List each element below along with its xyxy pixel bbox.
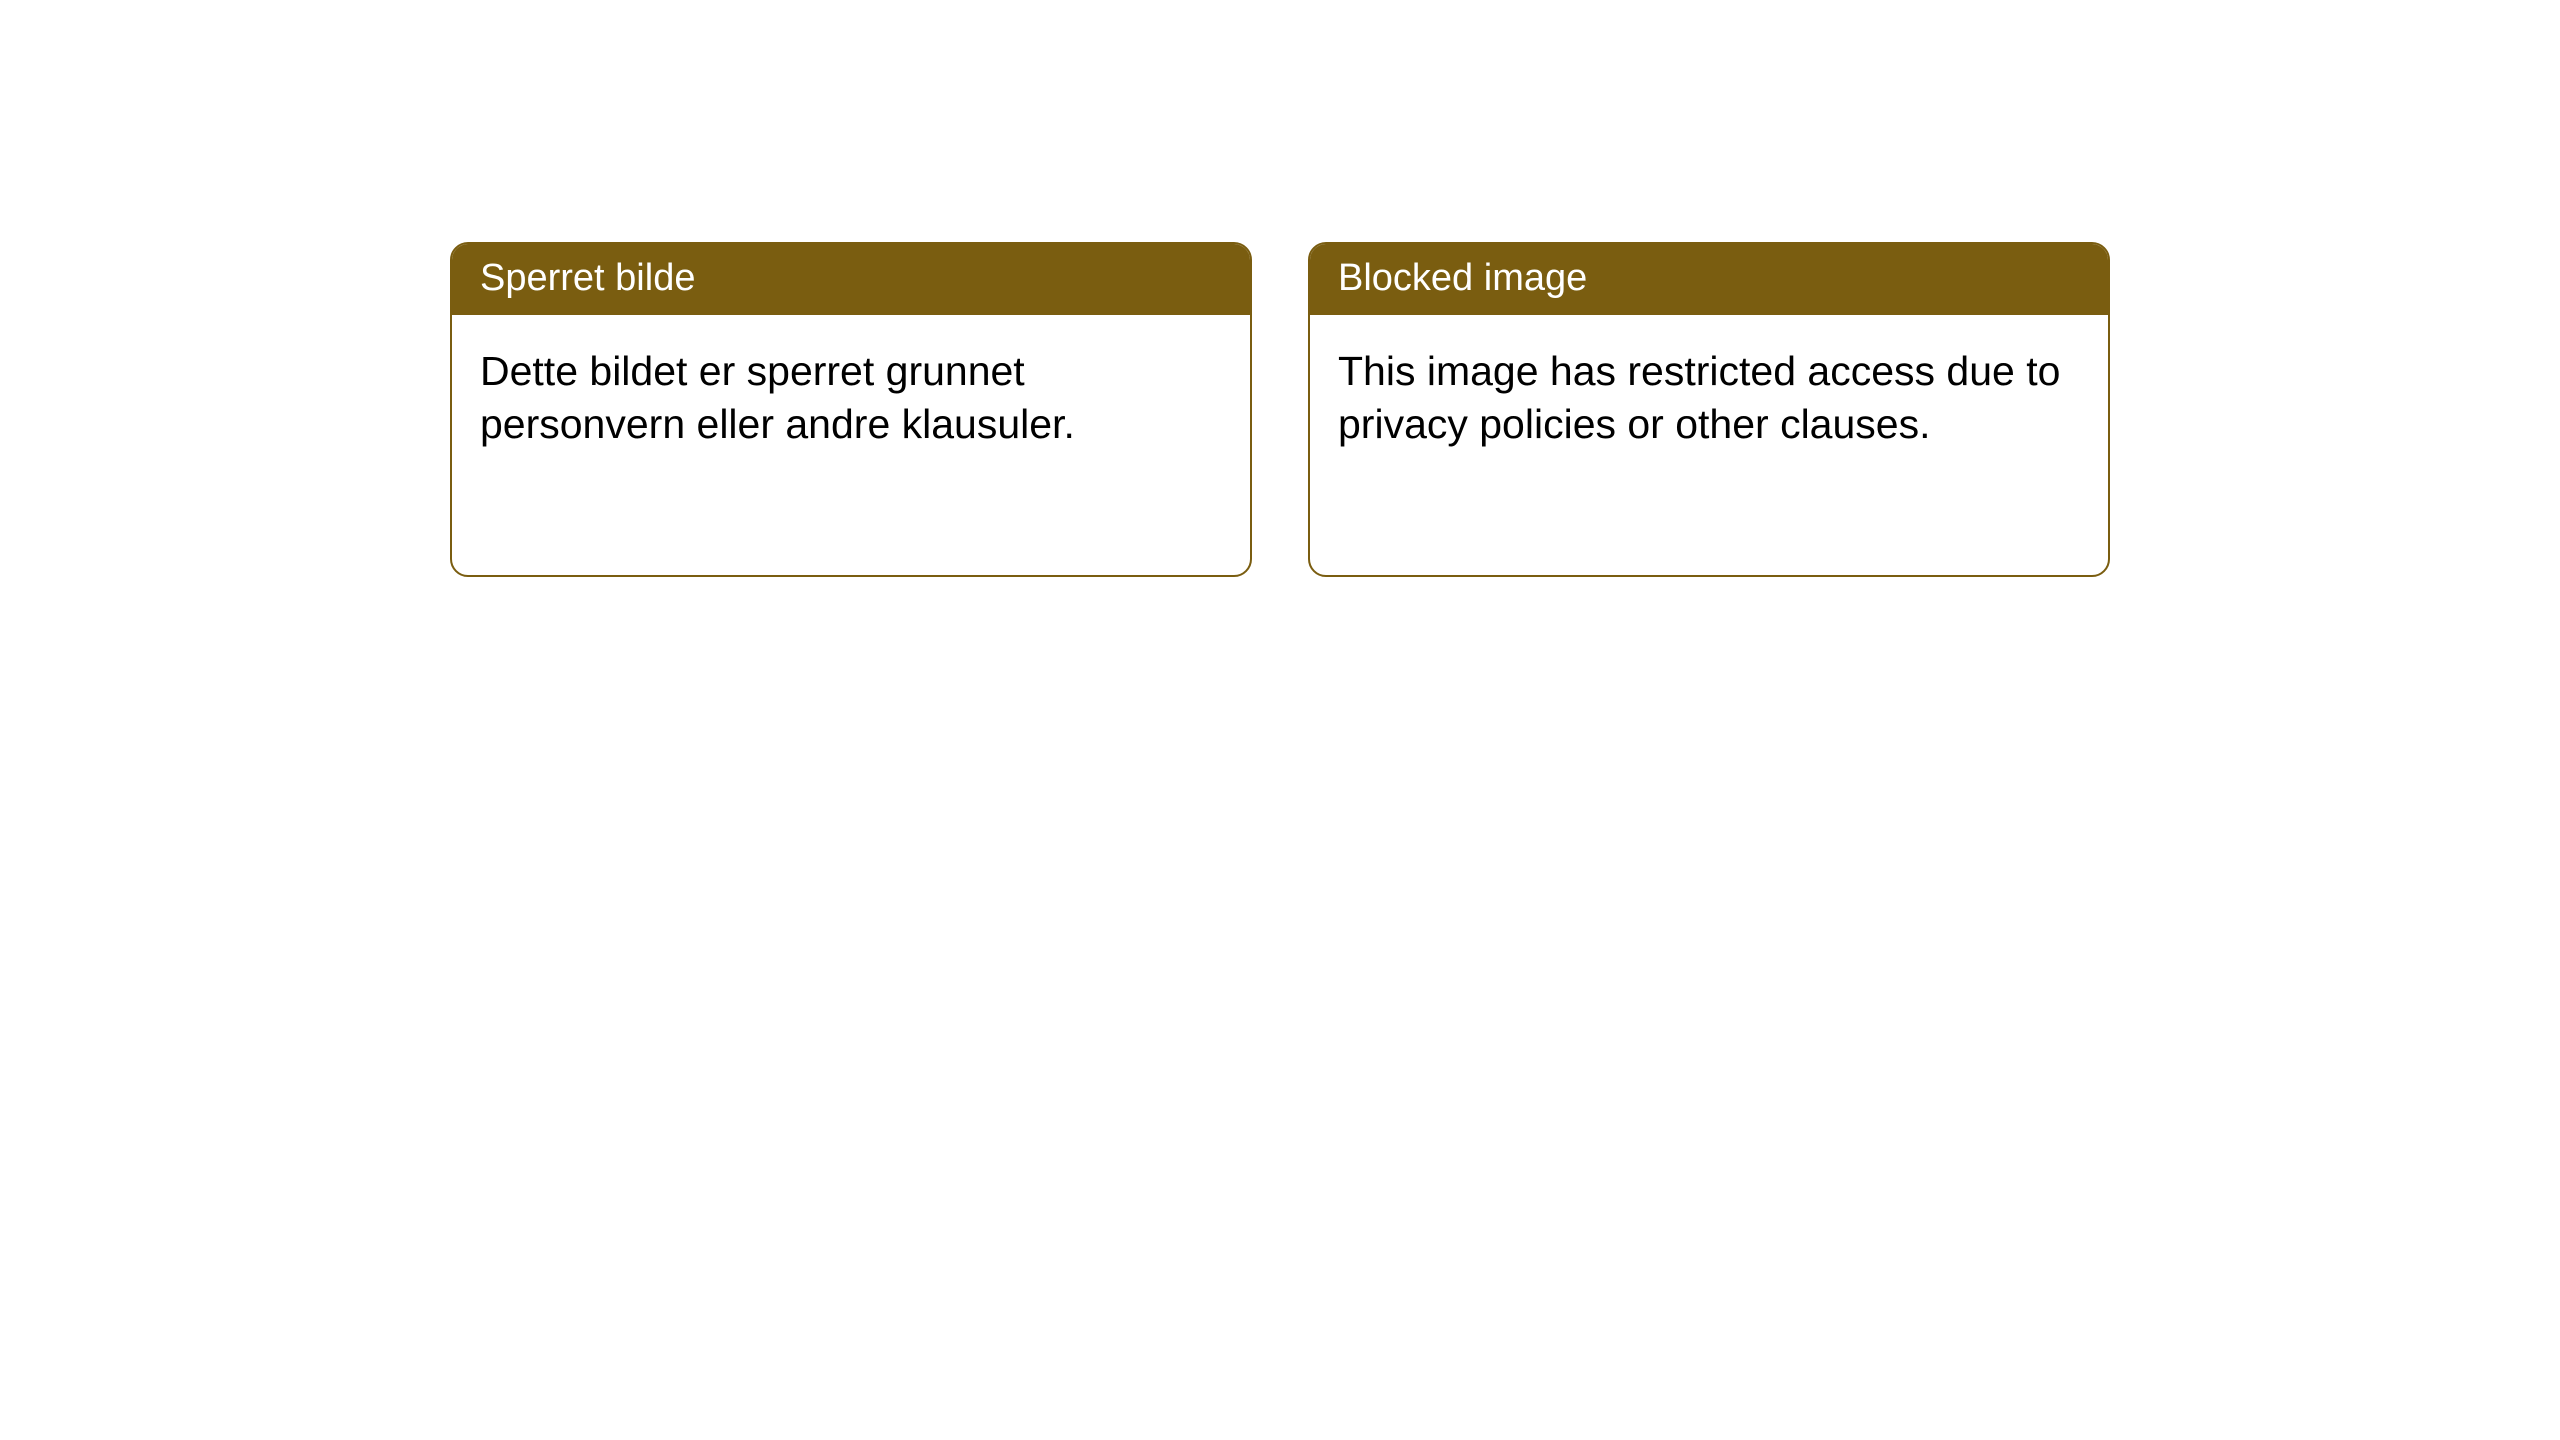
notice-card-english: Blocked image This image has restricted … [1308,242,2110,577]
notice-container: Sperret bilde Dette bildet er sperret gr… [0,0,2560,577]
notice-title: Blocked image [1310,244,2108,315]
notice-title: Sperret bilde [452,244,1250,315]
notice-body: Dette bildet er sperret grunnet personve… [452,315,1250,480]
notice-card-norwegian: Sperret bilde Dette bildet er sperret gr… [450,242,1252,577]
notice-body: This image has restricted access due to … [1310,315,2108,480]
